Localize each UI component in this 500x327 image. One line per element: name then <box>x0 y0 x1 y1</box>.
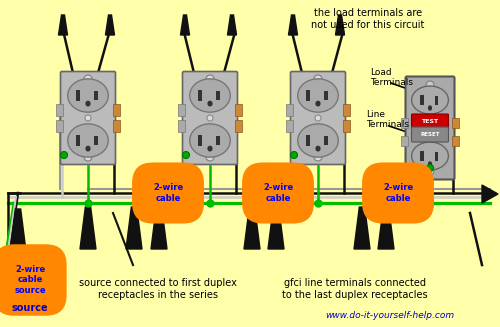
Bar <box>216 91 220 100</box>
Polygon shape <box>180 15 190 35</box>
Polygon shape <box>244 207 260 249</box>
Bar <box>286 120 293 132</box>
Text: www.do-it-yourself-help.com: www.do-it-yourself-help.com <box>326 311 454 320</box>
Bar <box>452 136 459 146</box>
Ellipse shape <box>68 79 108 112</box>
Text: source connected to first duplex
receptacles in the series: source connected to first duplex recepta… <box>79 278 237 300</box>
Bar <box>306 135 310 146</box>
Polygon shape <box>354 207 370 249</box>
Bar <box>94 91 98 100</box>
Bar <box>178 120 185 132</box>
Polygon shape <box>10 209 26 251</box>
Polygon shape <box>126 207 142 249</box>
Bar <box>76 135 80 146</box>
Text: RESET: RESET <box>420 132 440 137</box>
Bar <box>113 104 120 116</box>
Ellipse shape <box>412 86 449 114</box>
Bar <box>235 104 242 116</box>
Ellipse shape <box>314 153 322 161</box>
Ellipse shape <box>298 79 339 112</box>
Text: Load
Terminals: Load Terminals <box>370 68 413 87</box>
Text: 2-wire
cable: 2-wire cable <box>263 183 293 203</box>
Bar <box>343 104 350 116</box>
Ellipse shape <box>68 124 108 157</box>
FancyBboxPatch shape <box>60 72 116 164</box>
Bar <box>420 150 424 161</box>
Text: 2-wire
cable: 2-wire cable <box>383 183 413 203</box>
Bar <box>452 118 459 128</box>
Bar <box>343 120 350 132</box>
Ellipse shape <box>206 153 214 161</box>
Polygon shape <box>58 15 68 35</box>
Ellipse shape <box>412 142 449 170</box>
Ellipse shape <box>316 146 320 151</box>
Bar <box>76 90 80 101</box>
Ellipse shape <box>190 124 230 157</box>
Ellipse shape <box>208 101 212 107</box>
Bar <box>178 104 185 116</box>
FancyBboxPatch shape <box>406 77 454 180</box>
Bar <box>235 120 242 132</box>
Ellipse shape <box>84 75 92 83</box>
Bar <box>306 90 310 101</box>
Bar <box>435 95 438 105</box>
Polygon shape <box>288 15 298 35</box>
Ellipse shape <box>426 81 434 89</box>
Bar <box>216 136 220 146</box>
Ellipse shape <box>190 79 230 112</box>
Bar <box>435 151 438 161</box>
Bar <box>56 104 63 116</box>
Polygon shape <box>80 207 96 249</box>
Polygon shape <box>268 207 284 249</box>
Bar <box>198 135 202 146</box>
Ellipse shape <box>60 151 68 159</box>
Ellipse shape <box>208 146 212 151</box>
Polygon shape <box>482 185 498 203</box>
FancyBboxPatch shape <box>412 127 449 142</box>
Ellipse shape <box>314 75 322 83</box>
Ellipse shape <box>85 115 91 121</box>
Bar <box>324 91 328 100</box>
FancyBboxPatch shape <box>290 72 346 164</box>
FancyBboxPatch shape <box>412 114 449 129</box>
Bar <box>324 136 328 146</box>
Ellipse shape <box>207 115 213 121</box>
Text: 2-wire
cable
source: 2-wire cable source <box>14 265 46 295</box>
Bar <box>94 136 98 146</box>
Polygon shape <box>151 207 167 249</box>
Bar <box>420 95 424 105</box>
Bar <box>198 90 202 101</box>
Ellipse shape <box>290 151 298 159</box>
Text: TEST: TEST <box>422 119 438 124</box>
Ellipse shape <box>316 101 320 107</box>
Ellipse shape <box>428 105 432 111</box>
Ellipse shape <box>428 161 432 167</box>
Ellipse shape <box>315 115 321 121</box>
Ellipse shape <box>426 164 434 171</box>
Bar <box>56 120 63 132</box>
Polygon shape <box>228 15 236 35</box>
Ellipse shape <box>84 153 92 161</box>
Ellipse shape <box>86 101 90 107</box>
Polygon shape <box>106 15 114 35</box>
FancyBboxPatch shape <box>182 72 238 164</box>
Text: gfci line terminals connected
to the last duplex receptacles: gfci line terminals connected to the las… <box>282 278 428 300</box>
Text: the load terminals are
not used for this circuit: the load terminals are not used for this… <box>312 8 424 30</box>
Ellipse shape <box>426 167 434 175</box>
Polygon shape <box>336 15 344 35</box>
Text: source: source <box>12 303 49 313</box>
Ellipse shape <box>298 124 339 157</box>
Ellipse shape <box>182 151 190 159</box>
Ellipse shape <box>86 146 90 151</box>
Bar <box>401 118 408 128</box>
Bar <box>286 104 293 116</box>
Bar <box>113 120 120 132</box>
Bar <box>401 136 408 146</box>
Text: 2-wire
cable: 2-wire cable <box>153 183 183 203</box>
Ellipse shape <box>206 75 214 83</box>
Text: Line
Terminals: Line Terminals <box>366 110 409 129</box>
Polygon shape <box>378 207 394 249</box>
